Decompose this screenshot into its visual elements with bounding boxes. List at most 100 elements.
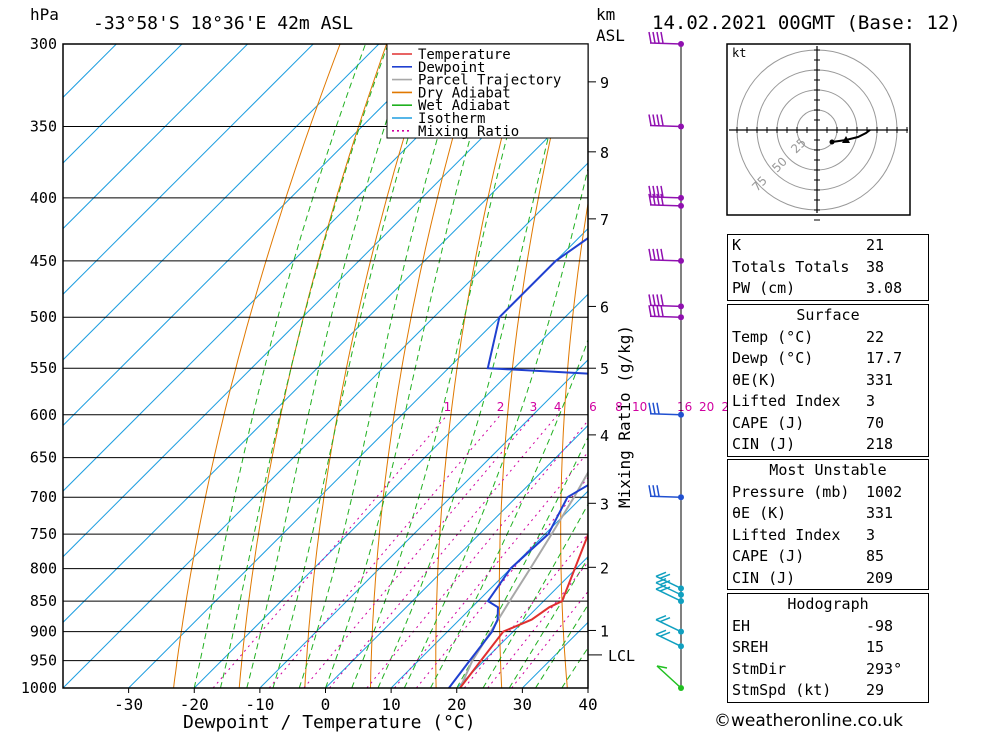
pressure-tick-label: 500 (30, 308, 57, 326)
wind-barb-feather (655, 584, 667, 590)
x-tick-label: -10 (245, 695, 274, 714)
wind-barb-dot (678, 123, 684, 130)
wind-barb (655, 614, 684, 635)
wind-barb (648, 193, 684, 209)
dry-adiabat-line (370, 44, 481, 688)
surface-row-value: 218 (866, 435, 894, 453)
pressure-tick-label: 650 (30, 449, 57, 467)
isotherm-line (63, 96, 588, 624)
wind-barb (655, 578, 684, 598)
isotherm-line (63, 44, 511, 492)
km-tick-label: 8 (600, 144, 609, 162)
most-unstable-row-label: CAPE (J) (732, 547, 805, 565)
wind-barb-feather (656, 185, 660, 198)
wind-barb-feather (660, 185, 664, 198)
wind-barb-shaft (649, 315, 682, 318)
wind-barb-feather (648, 294, 652, 306)
hpa-label: hPa (30, 5, 59, 24)
most-unstable-row: Lifted Index 3 (728, 525, 928, 547)
wind-barb-shaft (656, 665, 682, 689)
wet-adiabat-line (351, 44, 533, 688)
surface-row-value: 3 (866, 392, 876, 410)
wet-adiabat-line (298, 44, 467, 688)
surface-row: Temp (°C) 22 (728, 327, 928, 349)
legend-label: Temperature (418, 47, 511, 63)
wind-barb-shaft (649, 413, 682, 416)
k-label: K (732, 236, 742, 254)
wind-barb (655, 584, 684, 605)
surface-row-value: 22 (866, 327, 885, 346)
hodograph-stat-row-label: SREH (732, 638, 769, 656)
k-value: 21 (866, 236, 885, 254)
wind-barb-feather (652, 185, 656, 198)
most-unstable-row: Pressure (mb) 1002 (728, 482, 928, 504)
pressure-tick-label: 700 (30, 488, 57, 506)
wind-barb (648, 305, 684, 321)
wind-profile (648, 31, 684, 691)
wind-barb-feather (652, 402, 656, 414)
dewpoint-line (448, 236, 588, 688)
most-unstable-row-label: Pressure (mb) (732, 482, 850, 501)
lcl-label: LCL (608, 647, 635, 665)
wind-barb-feather (648, 248, 652, 261)
hodograph-stat-row-value: 15 (866, 638, 885, 656)
mixing-ratio-label: 16 (677, 400, 692, 414)
indices-panel: K 21 Totals Totals 38 PW (cm) 3.08 (727, 234, 929, 301)
hodograph-stat-row: StmSpd (kt) 29 (728, 680, 928, 702)
copyright-link[interactable]: ©weatheronline.co.uk (714, 711, 904, 731)
hodograph-trace (831, 129, 871, 143)
x-axis-label: Dewpoint / Temperature (°C) (183, 712, 476, 733)
legend-label: Dewpoint (418, 60, 485, 76)
pressure-tick-label: 750 (30, 525, 57, 543)
pressure-tick-label: 600 (30, 406, 57, 424)
mixing-ratio-line (487, 561, 588, 688)
pressure-tick-label: 850 (30, 592, 57, 610)
temperature-line (459, 531, 588, 688)
hodograph-unit: kt (732, 46, 746, 60)
wind-barb-feather (655, 629, 667, 635)
mixing-ratio-label: 1 (444, 400, 452, 414)
hodograph-stat-row: SREH 15 (728, 637, 928, 659)
storm-motion-marker (842, 136, 850, 143)
most-unstable-row: CIN (J) 209 (728, 568, 928, 590)
pressure-tick-label: 350 (30, 117, 57, 135)
wind-barb (648, 114, 684, 130)
wind-barb-feather (652, 248, 656, 261)
wind-barb-shaft (655, 582, 682, 596)
isotherm-line (63, 44, 445, 427)
pw-label: PW (cm) (732, 279, 796, 297)
most-unstable-row-label: Lifted Index (732, 525, 841, 544)
hodograph-stat-row-value: -98 (866, 616, 894, 635)
tt-label: Totals Totals (732, 257, 850, 276)
legend-label: Parcel Trajectory (418, 73, 561, 89)
dry-adiabat-line (678, 44, 713, 688)
wind-barb (648, 485, 684, 501)
wind-barb-feather (652, 31, 656, 44)
km-tick-label: 6 (600, 298, 609, 316)
surface-panel: Surface Temp (°C) 22 Dewp (°C) 17.7 θE(K) 331… (727, 304, 929, 457)
km-tick-label: 9 (600, 74, 609, 92)
legend-label: Dry Adiabat (418, 85, 511, 101)
wet-adiabat-line (430, 338, 588, 688)
wind-barb-feather (656, 665, 668, 669)
surface-row: CIN (J) 218 (728, 434, 928, 456)
plot-border (62, 43, 589, 689)
pressure-tick-label: 1000 (21, 679, 57, 697)
most-unstable-row-label: θE (K) (732, 504, 787, 522)
most-unstable-title: Most Unstable (769, 461, 887, 479)
pressure-tick-label: 400 (30, 189, 57, 207)
mixing-ratio-label: 3 (530, 400, 538, 414)
legend-label: Mixing Ratio (418, 124, 519, 140)
km-tick-label: 4 (600, 427, 609, 445)
wind-barb-feather (659, 586, 671, 592)
datetime: 14.02.2021 00GMT (Base: 12) (652, 12, 961, 34)
wet-adiabat-line (272, 44, 439, 688)
tt-value: 38 (866, 257, 885, 276)
hodograph-point (829, 139, 835, 145)
wind-barb-shaft (649, 304, 682, 308)
hodograph-stat-row: EH -98 (728, 616, 928, 638)
pw-value: 3.08 (866, 279, 903, 297)
wind-barb-shaft (649, 42, 682, 45)
